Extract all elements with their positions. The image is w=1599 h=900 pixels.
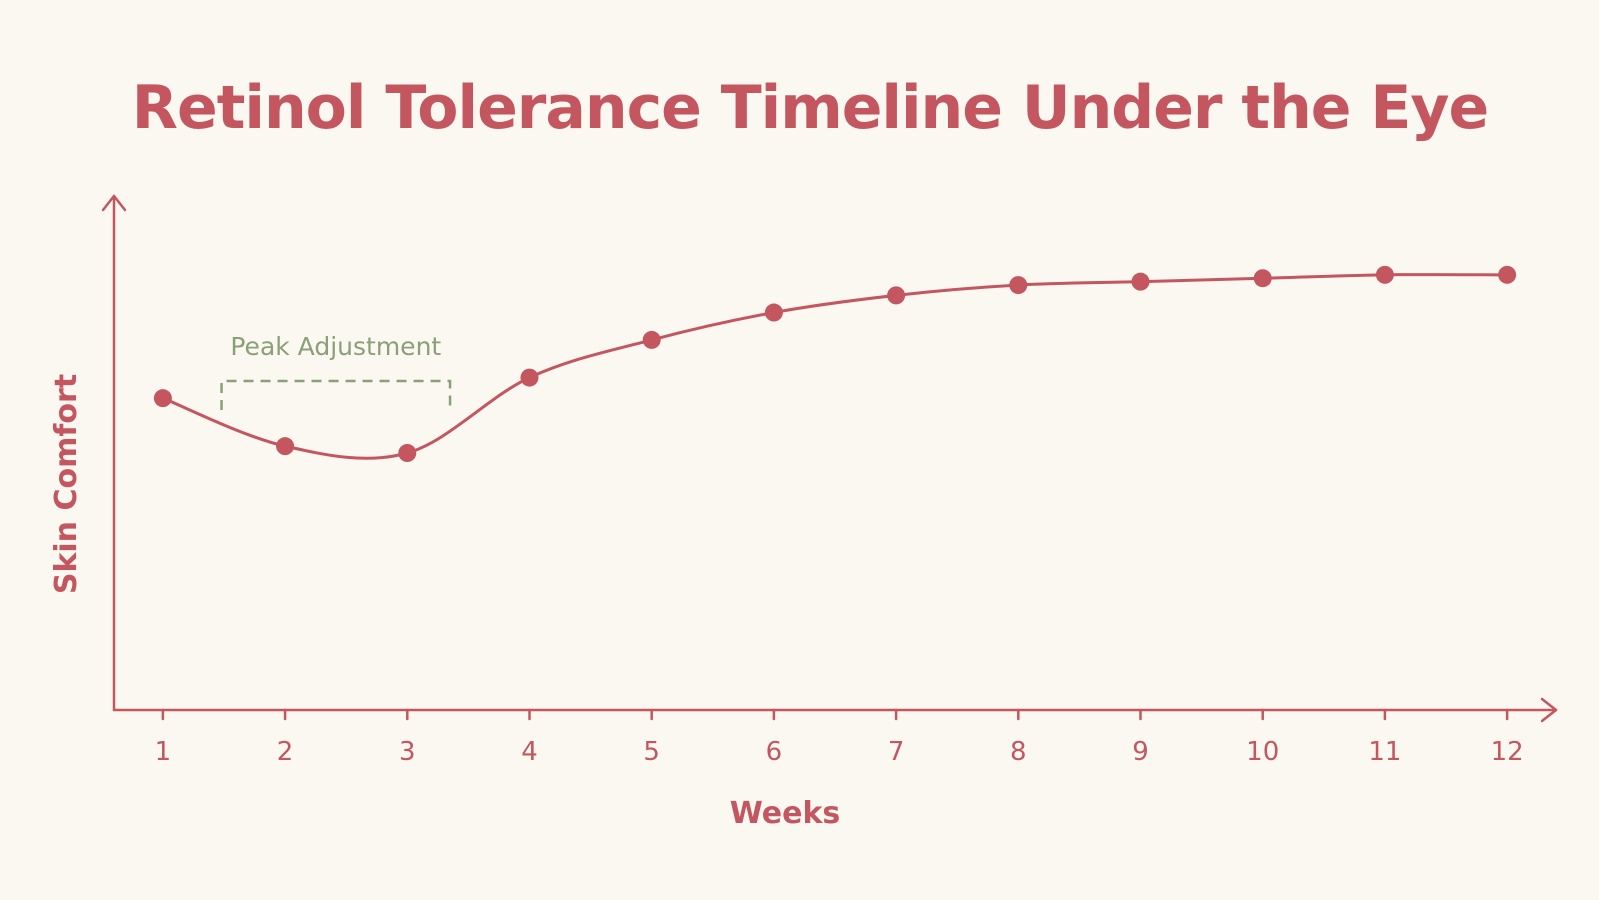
data-point-week-2 [276, 437, 295, 456]
series-line-0 [161, 273, 1509, 460]
annotations: Peak Adjustment [220, 332, 452, 411]
annotation-label-0: Peak Adjustment [230, 332, 441, 361]
y-axis-label: Skin Comfort [49, 374, 84, 594]
data-point-week-7 [887, 286, 906, 305]
x-tick-label-8: 8 [1010, 737, 1027, 767]
data-point-week-11 [1375, 265, 1394, 284]
data-point-week-4 [520, 368, 539, 387]
x-tick-label-6: 6 [766, 737, 783, 767]
x-tick-label-5: 5 [643, 737, 660, 767]
data-point-week-5 [642, 330, 661, 349]
x-tick-label-11: 11 [1368, 737, 1401, 767]
chart-title: Retinol Tolerance Timeline Under the Eye [132, 73, 1488, 143]
x-tick-label-12: 12 [1491, 737, 1524, 767]
x-axis-label: Weeks [730, 796, 841, 831]
x-tick-label-7: 7 [888, 737, 905, 767]
x-axis-arrow [1540, 697, 1558, 723]
x-tick-label-3: 3 [399, 737, 416, 767]
x-ticks: 1 2 3 4 5 6 7 8 9 10 11 12 [155, 708, 1524, 767]
x-tick-label-9: 9 [1132, 737, 1149, 767]
x-tick-label-10: 10 [1246, 737, 1279, 767]
x-tick-label-2: 2 [277, 737, 294, 767]
data-point-week-8 [1009, 276, 1028, 295]
data-point-week-1 [153, 389, 172, 408]
data-point-week-3 [398, 444, 417, 462]
series-group [153, 265, 1517, 462]
data-point-week-12 [1498, 265, 1517, 284]
y-axis-arrow [101, 194, 127, 212]
data-point-week-6 [764, 303, 783, 322]
x-tick-label-4: 4 [521, 737, 538, 767]
axes [101, 194, 1558, 723]
data-point-week-10 [1253, 269, 1272, 288]
data-point-week-9 [1131, 272, 1150, 291]
annotation-bracket-0 [220, 379, 452, 411]
x-tick-label-1: 1 [155, 737, 172, 767]
